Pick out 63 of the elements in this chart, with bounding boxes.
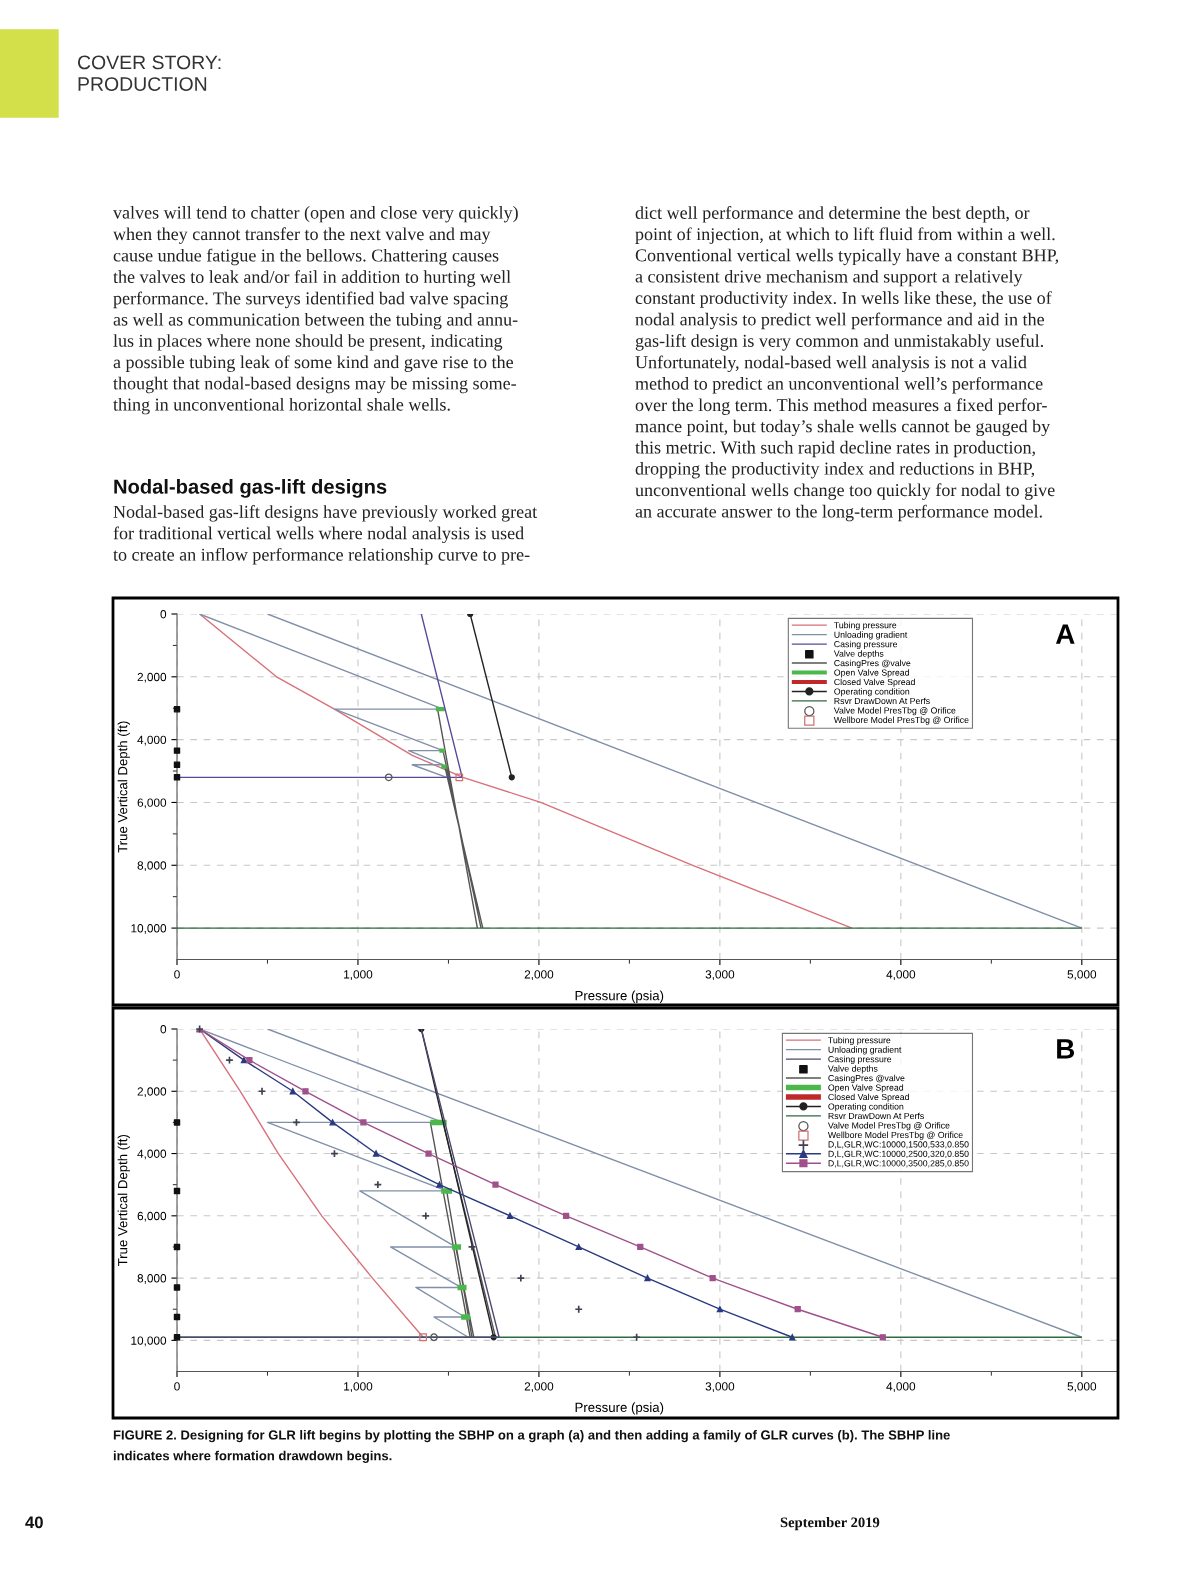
y-tick-label: 0 [160,1025,167,1034]
y-tick-label: 0 [160,610,167,619]
text: Nodal-based gas-lift designs [114,479,387,498]
text: dict well performance and determine the best depth, or point of injection, at which to lift fluid from within a well. Conventional vertical wells typically have a constant BHP, a consistent drive mechanism and support a relatively constant productivity index. In wells like these, the use of nodal analysis to predict well performance and aid in the gas-lift design is very common and unmistakably useful. Unfortunately, nodal-based well analysis is not a valid method to predict an unconventional well’s performance over the long term. This method measures a fixed perfor- mance point, but today’s shale wells cannot be gauged by this metric. With such rapid decline rates in production, dropping the productivity index and reductions in BHP, unconventional wells change too quickly for nodal to give an accurate answer to the long-term performance model. [635,206,1059,522]
legend-label: Unloading gradient [828,1046,902,1055]
chart-title: B [1057,1039,1075,1059]
y-tick-label: 6,000 [137,1211,167,1222]
legend-label: D,L,GLR,WC:10000,1500,533,0.850 [828,1141,969,1149]
legend-label: D,L,GLR,WC:10000,2500,320,0.850 [828,1150,969,1158]
legend-label: CasingPres @valve [828,1074,905,1083]
legend-label: Valve depths [833,650,884,659]
legend-label: Tubing pressure [834,621,897,631]
legend-label: Closed Valve Spread [834,678,915,687]
x-tick-label: 3,000 [705,1382,735,1392]
y-tick-label: 4,000 [137,735,167,746]
x-tick-label: 3,000 [705,970,735,980]
y-tick-label: 8,000 [137,1274,167,1284]
text: 40 [25,1516,43,1529]
legend-label: Valve depths [827,1065,878,1074]
legend-label: Open Valve Spread [834,669,909,678]
x-tick-label: 5,000 [1067,970,1097,980]
legend-label: Valve Model PresTbg @ Orifice [833,707,956,716]
legend-label: Rsvr DrawDown At Perfs [834,697,930,705]
x-tick-label: 0 [174,970,180,979]
legend-label: Unloading gradient [834,631,908,640]
x-tick-label: 4,000 [886,970,916,980]
x-tick-label: 2,000 [524,970,554,980]
legend-label: Valve Model PresTbg @ Orifice [827,1122,950,1131]
legend-label: D,L,GLR,WC:10000,3500,285,0.850 [828,1160,969,1168]
x-tick-label: 0 [174,1382,180,1391]
x-tick-label: 2,000 [524,1382,554,1392]
x-axis-title: Pressure (psia) [575,990,664,1003]
x-tick-label: 5,000 [1067,1382,1097,1392]
y-axis-title: True Vertical Depth (ft) [117,1134,130,1267]
y-tick-label: 2,000 [137,672,167,683]
text: COVER STORY: PRODUCTION [77,55,221,91]
legend-label: Rsvr DrawDown At Perfs [828,1112,924,1120]
y-tick-label: 6,000 [137,798,167,809]
x-tick-label: 1,000 [344,1382,373,1392]
y-tick-label: 4,000 [137,1149,167,1160]
legend-label: Open Valve Spread [828,1084,904,1093]
legend-label: CasingPres @valve [834,659,911,668]
chart-title: A [1055,624,1075,644]
legend-label: Operating condition [828,1103,904,1112]
y-tick-label: 8,000 [137,861,167,872]
x-axis-title: Pressure (psia) [575,1402,664,1415]
legend-label: Wellbore Model PresTbg @ Orifice [827,1131,963,1140]
legend-label: Casing pressure [828,1055,892,1064]
caption: FIGURE 2. Designing for GLR lift begins by plotting the SBHP on a graph (a) and then adding a family of GLR curves (b). The SBHP line indicates where formation drawdown begins. [113,1430,950,1463]
text: September 2019 [780,1517,880,1531]
legend-label: Closed Valve Spread [828,1093,909,1102]
y-tick-label: 2,000 [137,1087,167,1098]
text: Nodal-based gas-lift designs have previously worked great for traditional vertical wells where nodal analysis is used to create an inflow performance relationship curve to pre- [113,505,538,565]
text: valves will tend to chatter (open and close very quickly) when they cannot transfer to the next valve and may cause undue fatigue in the bellows. Chattering causes the valves to leak and/or fail in addition to hurting well performance. The surveys identified bad valve spacing as well as communication between the tubing and annu- lus in places where none should be present, indicating a possible tubing leak of some kind and gave rise to the thought that nodal-based designs may be missing some- thing in unconventional horizontal shale wells. [113,206,518,415]
x-tick-label: 4,000 [886,1382,916,1392]
legend-label: Casing pressure [834,640,898,649]
legend-label: Operating condition [834,688,910,697]
legend-label: Wellbore Model PresTbg @ Orifice [833,716,969,725]
y-tick-label: 10,000 [131,1336,167,1347]
y-axis-title: True Vertical Depth (ft) [117,721,130,853]
x-tick-label: 1,000 [344,970,373,980]
y-tick-label: 10,000 [131,924,167,934]
legend-label: Tubing pressure [828,1036,891,1046]
